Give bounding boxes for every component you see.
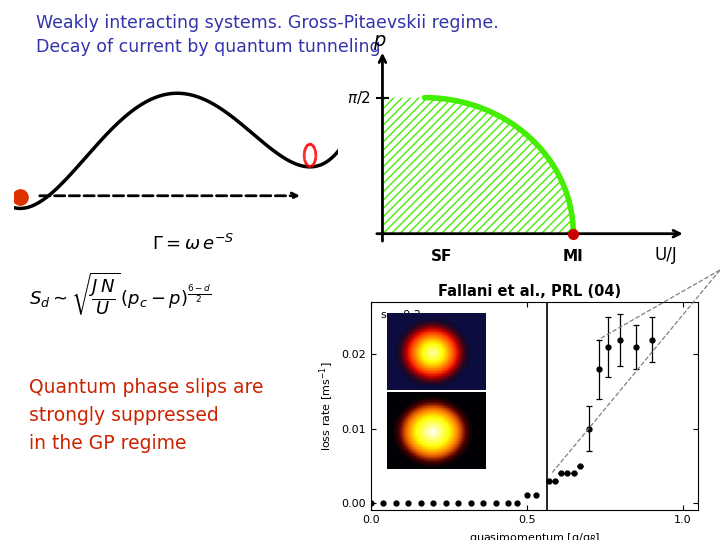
Text: $\pi/2$: $\pi/2$ bbox=[347, 89, 372, 106]
Text: Decay of current by quantum tunneling: Decay of current by quantum tunneling bbox=[36, 38, 381, 56]
Text: MI: MI bbox=[563, 249, 584, 264]
Text: Weakly interacting systems. Gross-Pitaevskii regime.: Weakly interacting systems. Gross-Pitaev… bbox=[36, 14, 499, 31]
Y-axis label: loss rate [ms$^{-1}$]: loss rate [ms$^{-1}$] bbox=[318, 362, 336, 451]
Text: Quantum phase slips are
strongly suppressed
in the GP regime: Quantum phase slips are strongly suppres… bbox=[29, 378, 264, 453]
Text: $\Gamma = \omega\, e^{-S}$: $\Gamma = \omega\, e^{-S}$ bbox=[152, 234, 235, 254]
Text: SF: SF bbox=[431, 249, 452, 264]
Text: U/J: U/J bbox=[654, 246, 678, 264]
Text: $S_d \sim \sqrt{\dfrac{J\,N}{U}}\,(p_c - p)^{\frac{6-d}{2}}$: $S_d \sim \sqrt{\dfrac{J\,N}{U}}\,(p_c -… bbox=[29, 270, 212, 317]
Text: Fallani et al., PRL (04): Fallani et al., PRL (04) bbox=[438, 284, 621, 299]
Text: $p$: $p$ bbox=[373, 33, 387, 52]
Text: s = 0.2: s = 0.2 bbox=[381, 309, 420, 320]
X-axis label: quasimomentum [q/q$_B$]: quasimomentum [q/q$_B$] bbox=[469, 531, 600, 540]
